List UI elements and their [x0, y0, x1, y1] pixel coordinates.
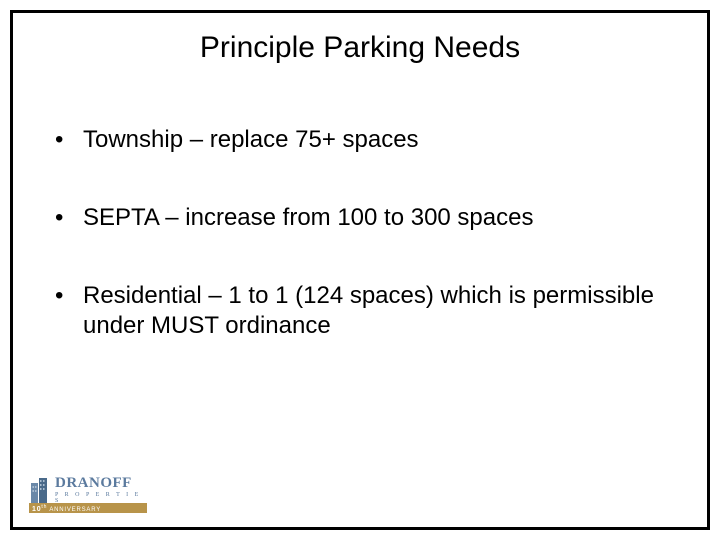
bullet-item: SEPTA – increase from 100 to 300 spaces	[55, 203, 677, 233]
logo-anniversary-banner: 10th ANNIVERSARY	[29, 503, 147, 513]
logo-rest: RANOFF	[66, 475, 132, 491]
bullet-list: Township – replace 75+ spaces SEPTA – in…	[43, 125, 677, 341]
slide-container: Principle Parking Needs Township – repla…	[10, 10, 710, 530]
building-icon	[29, 475, 51, 505]
slide-title: Principle Parking Needs	[43, 31, 677, 65]
logo-company-name: DRANOFF	[55, 475, 132, 492]
logo-banner-content: 10th ANNIVERSARY	[32, 504, 101, 513]
bullet-item: Township – replace 75+ spaces	[55, 125, 677, 155]
bullet-item: Residential – 1 to 1 (124 spaces) which …	[55, 281, 677, 341]
logo-letter: D	[55, 475, 66, 491]
company-logo: DRANOFF P R O P E R T I E S 10th ANNIVER…	[29, 473, 149, 515]
